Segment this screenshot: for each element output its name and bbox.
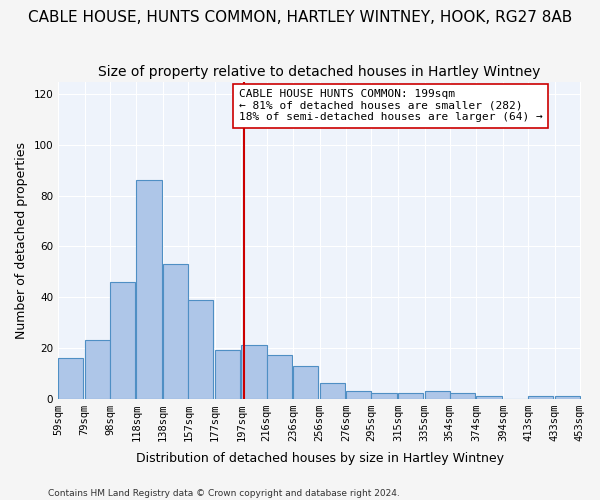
Bar — [450, 394, 475, 398]
Text: Contains HM Land Registry data © Crown copyright and database right 2024.: Contains HM Land Registry data © Crown c… — [48, 488, 400, 498]
Bar — [293, 366, 319, 398]
Bar — [320, 384, 345, 398]
Bar — [425, 391, 450, 398]
Bar — [188, 300, 214, 398]
Bar — [346, 391, 371, 398]
Bar — [554, 396, 580, 398]
Y-axis label: Number of detached properties: Number of detached properties — [15, 142, 28, 338]
Bar — [136, 180, 162, 398]
Bar — [215, 350, 240, 399]
Bar — [85, 340, 110, 398]
Bar — [528, 396, 553, 398]
Title: Size of property relative to detached houses in Hartley Wintney: Size of property relative to detached ho… — [98, 65, 541, 79]
Bar — [241, 346, 266, 399]
Bar — [163, 264, 188, 398]
Bar — [371, 394, 397, 398]
Bar — [58, 358, 83, 399]
Bar — [266, 356, 292, 399]
X-axis label: Distribution of detached houses by size in Hartley Wintney: Distribution of detached houses by size … — [136, 452, 503, 465]
Bar — [476, 396, 502, 398]
Text: CABLE HOUSE HUNTS COMMON: 199sqm
← 81% of detached houses are smaller (282)
18% : CABLE HOUSE HUNTS COMMON: 199sqm ← 81% o… — [239, 89, 542, 122]
Bar — [110, 282, 135, 399]
Text: CABLE HOUSE, HUNTS COMMON, HARTLEY WINTNEY, HOOK, RG27 8AB: CABLE HOUSE, HUNTS COMMON, HARTLEY WINTN… — [28, 10, 572, 25]
Bar — [398, 394, 423, 398]
